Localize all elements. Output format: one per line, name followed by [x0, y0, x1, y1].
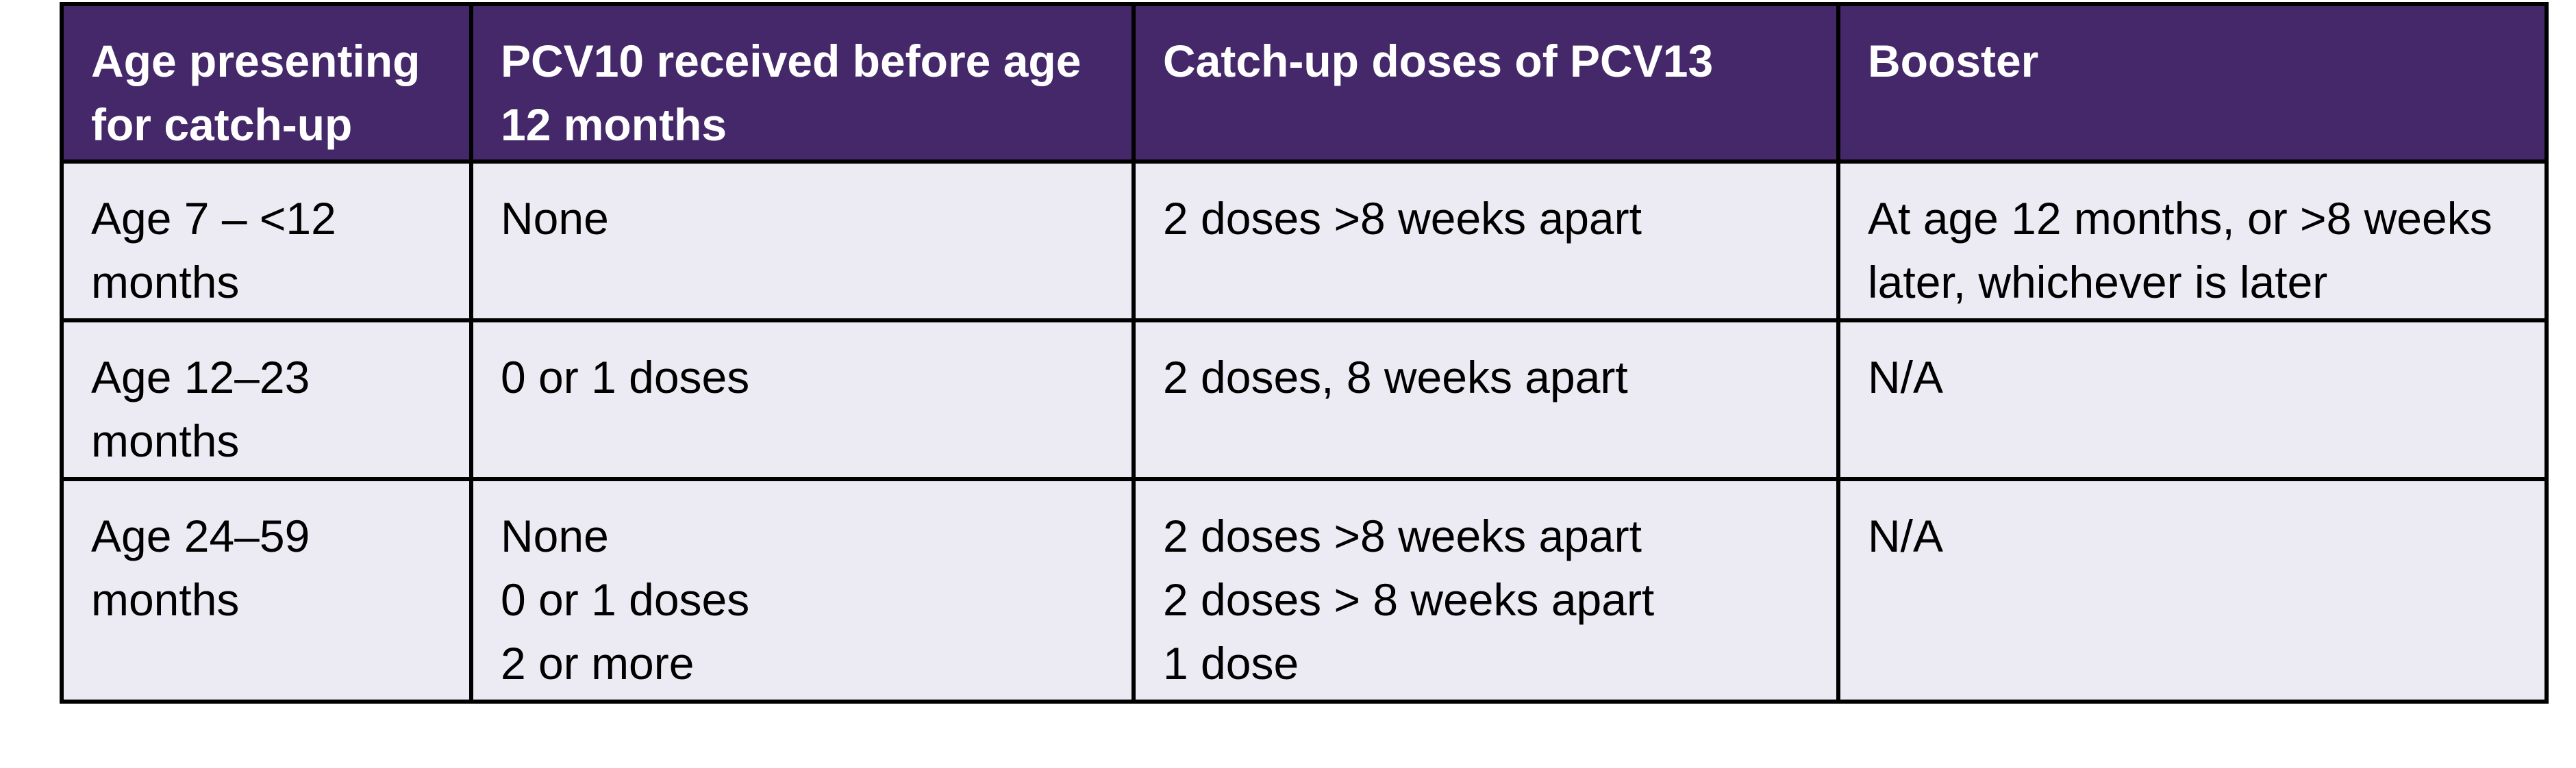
booster-cell: At age 12 months, or >8 weeks later, whi… [1836, 159, 2549, 322]
header-row: Age presenting for catch-up PCV10 receiv… [60, 2, 2549, 164]
catch-up-cell: 2 doses >8 weeks apart 2 doses > 8 weeks… [1131, 477, 1840, 704]
booster-cell: N/A [1836, 477, 2549, 704]
catch-up-line: 2 doses >8 weeks apart [1163, 193, 1642, 244]
catch-up-line: 2 doses > 8 weeks apart [1163, 574, 1655, 625]
table-row: Age 12–23 months 0 or 1 doses 2 doses, 8… [60, 318, 2549, 481]
catch-up-schedule-table: Age presenting for catch-up PCV10 receiv… [60, 2, 2549, 704]
catch-up-line: 2 doses >8 weeks apart [1163, 511, 1642, 561]
booster-cell: N/A [1836, 318, 2549, 481]
pcv10-cell: 0 or 1 doses [469, 318, 1136, 481]
age-text: Age 24–59 months [91, 511, 310, 625]
age-cell: Age 7 – <12 months [60, 159, 473, 322]
pcv10-line: 0 or 1 doses [501, 574, 750, 625]
age-cell: Age 12–23 months [60, 318, 473, 481]
booster-text: N/A [1868, 511, 1944, 561]
booster-text: At age 12 months, or >8 weeks later, whi… [1868, 193, 2492, 307]
catch-up-cell: 2 doses, 8 weeks apart [1131, 318, 1840, 481]
header-catch-up-doses: Catch-up doses of PCV13 [1131, 2, 1840, 164]
header-age: Age presenting for catch-up [60, 2, 473, 164]
pcv10-line: 2 or more [501, 638, 695, 689]
header-booster-label: Booster [1868, 36, 2039, 86]
header-pcv10: PCV10 received before age 12 months [469, 2, 1136, 164]
header-age-label: Age presenting for catch-up [91, 36, 421, 150]
pcv10-cell: None 0 or 1 doses 2 or more [469, 477, 1136, 704]
pcv10-line: 0 or 1 doses [501, 352, 750, 402]
catch-up-line: 2 doses, 8 weeks apart [1163, 352, 1628, 402]
catch-up-cell: 2 doses >8 weeks apart [1131, 159, 1840, 322]
booster-text: N/A [1868, 352, 1944, 402]
age-cell: Age 24–59 months [60, 477, 473, 704]
table-row: Age 7 – <12 months None 2 doses >8 weeks… [60, 159, 2549, 322]
header-catch-up-label: Catch-up doses of PCV13 [1163, 36, 1714, 86]
pcv10-cell: None [469, 159, 1136, 322]
pcv10-line: None [501, 511, 609, 561]
age-text: Age 12–23 months [91, 352, 310, 466]
catch-up-line: 1 dose [1163, 638, 1299, 689]
header-pcv10-label: PCV10 received before age 12 months [501, 36, 1081, 150]
age-text: Age 7 – <12 months [91, 193, 336, 307]
pcv10-line: None [501, 193, 609, 244]
header-booster: Booster [1836, 2, 2549, 164]
table-row: Age 24–59 months None 0 or 1 doses 2 or … [60, 477, 2549, 704]
